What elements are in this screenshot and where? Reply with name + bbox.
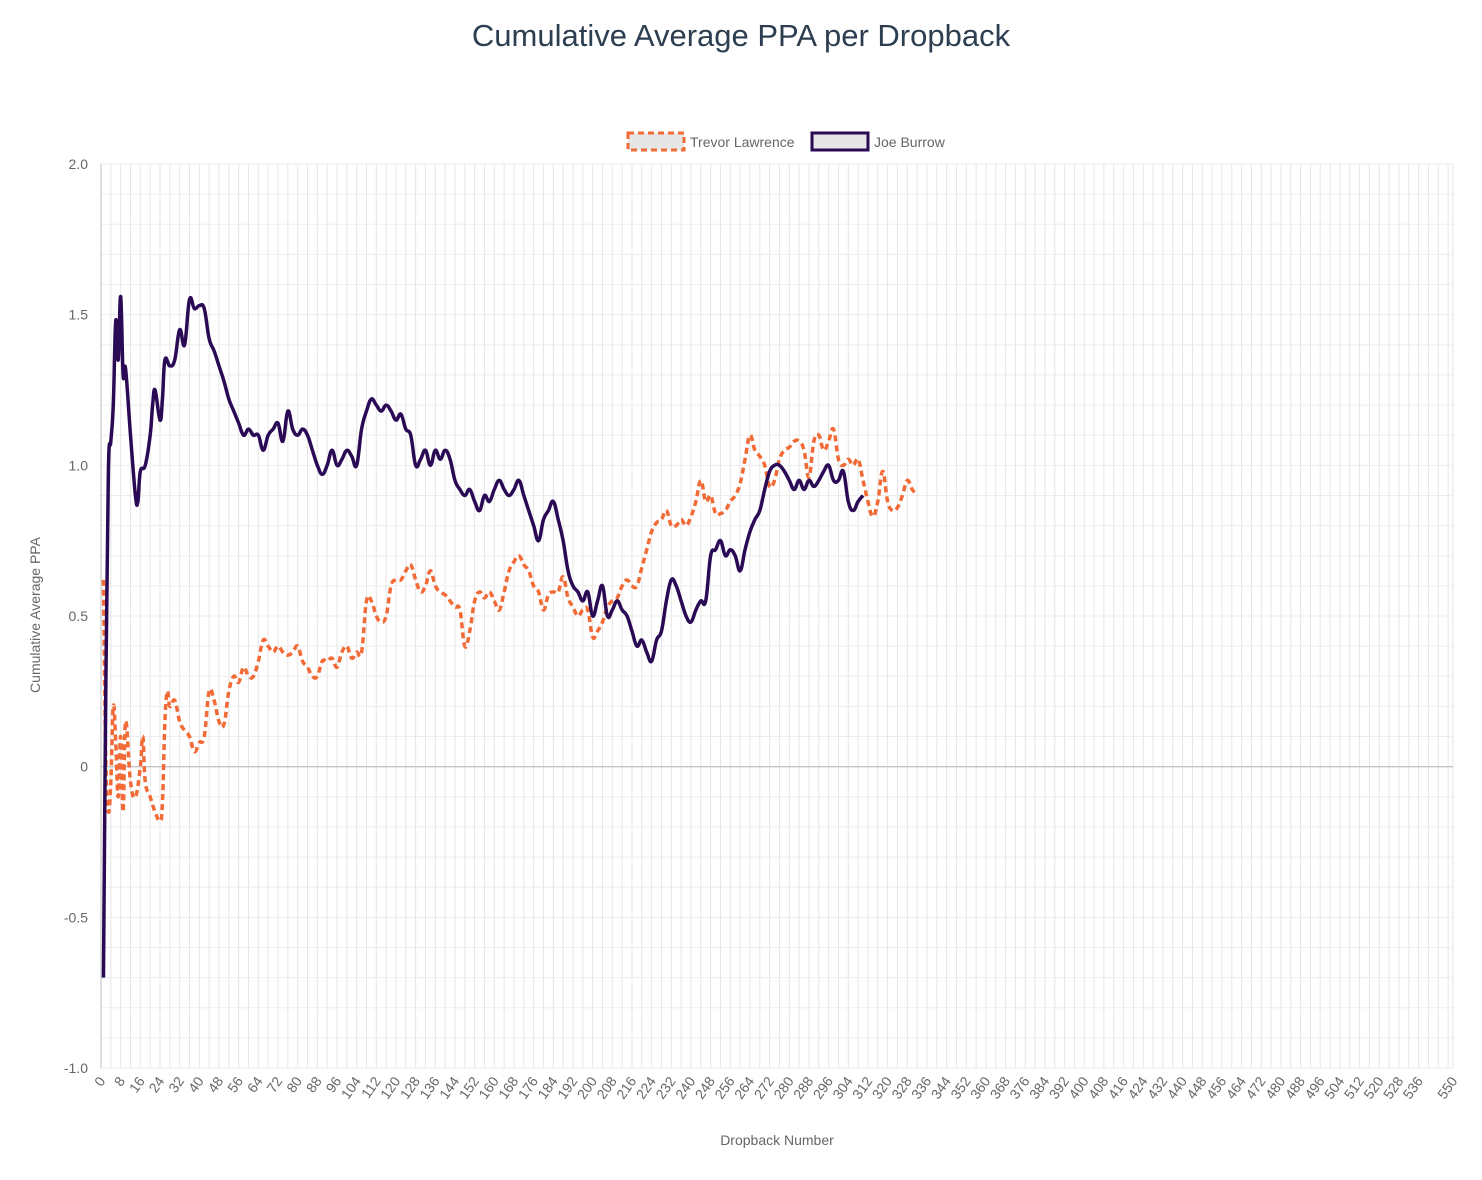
y-tick-label: -0.5 [64, 909, 88, 925]
legend-item-joe-burrow[interactable]: Joe Burrow [810, 131, 946, 152]
x-tick-label: 56 [224, 1073, 246, 1095]
legend-item-trevor-lawrence[interactable]: Trevor Lawrence [626, 131, 795, 152]
legend-swatch [810, 131, 870, 152]
y-tick-label: 1.5 [69, 307, 89, 323]
x-tick-label: 0 [91, 1073, 109, 1089]
x-tick-label: 80 [283, 1073, 305, 1095]
grid [100, 163, 1454, 1069]
y-tick-label: 0 [80, 759, 88, 775]
x-tick-label: 16 [126, 1073, 148, 1095]
x-tick-label: 550 [1434, 1073, 1461, 1101]
x-tick-label: 88 [303, 1073, 325, 1095]
y-tick-label: 2.0 [69, 156, 89, 172]
legend-label: Trevor Lawrence [690, 134, 795, 150]
legend-label: Joe Burrow [874, 134, 946, 150]
y-tick-label: 1.0 [69, 457, 89, 473]
y-tick-label: 0.5 [69, 608, 89, 624]
x-tick-label: 40 [185, 1073, 207, 1095]
legend-swatch [626, 131, 686, 152]
series-line-trevor-lawrence [101, 426, 919, 823]
x-tick-label: 536 [1400, 1073, 1427, 1101]
y-tick-label: -1.0 [64, 1060, 88, 1076]
x-tick-label: 24 [145, 1073, 167, 1095]
x-axis-title: Dropback Number [720, 1132, 834, 1148]
chart-title: Cumulative Average PPA per Dropback [471, 18, 1011, 53]
legend[interactable]: Trevor Lawrence Joe Burrow [626, 131, 946, 152]
series-line-joe-burrow [101, 294, 865, 978]
x-tick-label: 72 [263, 1073, 285, 1095]
x-tick-label: 32 [165, 1073, 187, 1095]
x-tick-label: 48 [204, 1073, 226, 1095]
series-layer [101, 294, 919, 978]
x-tick-label: 64 [244, 1073, 266, 1095]
y-axis-title: Cumulative Average PPA [27, 536, 43, 693]
